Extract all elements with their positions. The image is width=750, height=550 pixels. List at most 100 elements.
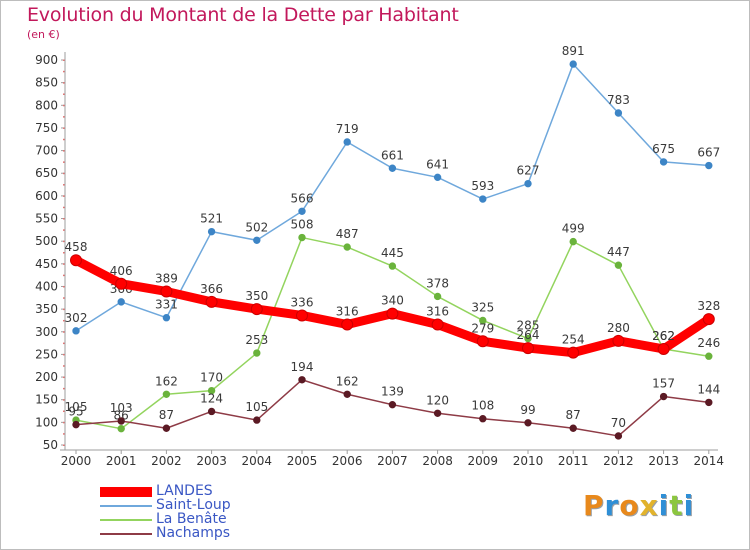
y-minor-tick (63, 342, 65, 345)
data-label-saint-loup: 502 (245, 220, 268, 234)
legend-swatch (100, 505, 152, 507)
y-minor-tick (63, 285, 65, 288)
data-point-la-ben-te (207, 386, 216, 395)
data-label-saint-loup: 783 (607, 93, 630, 107)
data-point-la-ben-te (298, 233, 306, 242)
logo-letter: r (604, 489, 620, 522)
data-point-la-ben-te (343, 243, 351, 251)
data-point-nachamps (72, 420, 80, 429)
logo-letter: t (669, 489, 684, 522)
y-minor-tick (63, 82, 65, 84)
y-tick-label: 200 (35, 370, 58, 384)
y-minor-tick (63, 421, 65, 424)
y-tick-label: 500 (35, 234, 58, 248)
data-label-saint-loup: 593 (471, 179, 494, 193)
x-tick-label: 2004 (242, 454, 273, 468)
y-minor-tick (63, 319, 65, 322)
y-minor-tick (63, 308, 65, 311)
y-minor-tick (63, 218, 65, 220)
data-label-nachamps: 124 (200, 391, 223, 405)
data-point-nachamps (207, 407, 216, 416)
data-label-landes: 316 (336, 305, 359, 319)
data-label-nachamps: 103 (110, 401, 133, 415)
y-tick-label: 850 (35, 76, 58, 90)
data-label-la-ben-te: 447 (607, 245, 630, 259)
data-point-landes (205, 295, 218, 308)
x-tick-label: 2012 (603, 454, 634, 468)
data-label-la-ben-te: 445 (381, 246, 404, 260)
legend-swatch (100, 487, 152, 497)
data-label-la-ben-te: 170 (200, 371, 223, 385)
data-point-saint-loup (343, 138, 351, 146)
x-tick-label: 2006 (332, 454, 363, 468)
y-tick-label: 50 (43, 438, 58, 452)
data-label-saint-loup: 641 (426, 157, 449, 171)
data-label-landes: 262 (652, 329, 675, 343)
logo-letter: i (683, 489, 695, 522)
data-point-landes (296, 309, 308, 322)
data-label-saint-loup: 521 (200, 212, 223, 226)
data-point-nachamps (162, 424, 171, 432)
data-point-la-ben-te (117, 424, 125, 433)
y-minor-tick (63, 365, 65, 367)
y-minor-tick (63, 206, 65, 209)
data-label-la-ben-te: 378 (426, 276, 449, 290)
data-label-nachamps: 70 (611, 416, 626, 430)
y-tick-label: 250 (35, 347, 58, 361)
data-point-la-ben-te (479, 316, 487, 325)
data-label-saint-loup: 891 (562, 44, 585, 58)
data-label-landes: 279 (471, 321, 494, 335)
data-point-saint-loup (388, 164, 397, 172)
y-tick-label: 700 (35, 144, 58, 158)
y-minor-tick (63, 116, 65, 118)
data-point-nachamps (388, 400, 397, 409)
y-tick-label: 150 (35, 393, 58, 407)
y-tick-label: 300 (35, 325, 58, 339)
data-point-landes (386, 307, 399, 320)
y-minor-tick (63, 353, 65, 356)
data-point-la-ben-te (705, 352, 713, 360)
y-minor-tick (63, 297, 65, 299)
data-point-saint-loup (705, 161, 713, 170)
data-label-saint-loup: 566 (291, 191, 314, 205)
y-minor-tick (63, 59, 65, 61)
data-label-saint-loup: 719 (336, 122, 359, 136)
y-minor-tick (63, 252, 65, 254)
data-point-landes (250, 303, 263, 316)
data-label-nachamps: 105 (245, 400, 268, 414)
data-label-landes: 406 (110, 264, 133, 278)
data-label-landes: 328 (697, 299, 720, 313)
data-point-landes (612, 334, 625, 347)
data-point-la-ben-te (162, 390, 171, 398)
x-tick-label: 2001 (106, 454, 137, 468)
x-tick-label: 2013 (648, 454, 679, 468)
y-minor-tick (63, 70, 65, 73)
data-label-landes: 350 (245, 289, 268, 303)
data-label-nachamps: 87 (566, 408, 581, 422)
y-tick-label: 600 (35, 189, 58, 203)
data-label-landes: 340 (381, 294, 404, 308)
legend-swatch (100, 533, 152, 535)
data-point-landes (160, 285, 173, 298)
data-label-nachamps: 108 (471, 399, 494, 413)
x-tick-label: 2003 (196, 454, 227, 468)
data-point-landes (70, 254, 82, 267)
data-point-la-ben-te (524, 334, 532, 343)
data-point-la-ben-te (253, 349, 261, 357)
y-minor-tick (63, 104, 65, 107)
data-point-nachamps (659, 392, 668, 401)
data-label-la-ben-te: 246 (697, 336, 720, 350)
y-minor-tick (63, 263, 65, 265)
data-point-nachamps (117, 417, 125, 425)
data-label-nachamps: 194 (291, 360, 314, 374)
data-point-saint-loup (298, 207, 306, 215)
proxiti-logo: Proxiti (583, 489, 694, 522)
y-minor-tick (63, 444, 65, 446)
y-minor-tick (63, 331, 65, 333)
data-label-saint-loup: 675 (652, 142, 675, 156)
data-label-la-ben-te: 325 (471, 300, 494, 314)
x-tick-label: 2014 (694, 454, 725, 468)
y-minor-tick (63, 93, 65, 95)
